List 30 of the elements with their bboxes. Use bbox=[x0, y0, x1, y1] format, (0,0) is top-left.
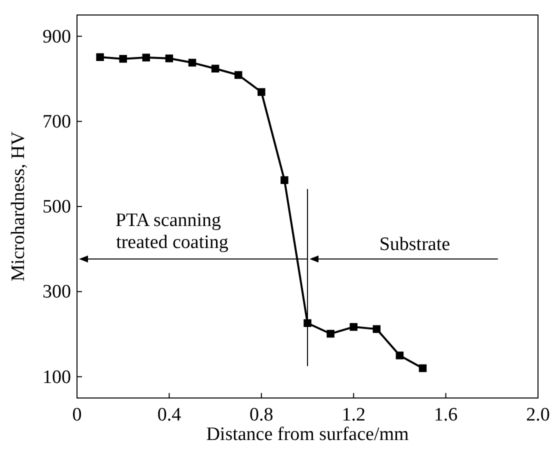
point bbox=[372, 325, 381, 333]
x-tick-label: 0 bbox=[72, 404, 82, 426]
point bbox=[280, 176, 288, 184]
x-tick-label: 2.0 bbox=[526, 404, 550, 426]
y-tick-label: 100 bbox=[42, 366, 71, 388]
point bbox=[396, 352, 404, 360]
point bbox=[96, 53, 104, 62]
y-axis-title: Microhardness, HV bbox=[8, 131, 29, 282]
y-tick-label: 500 bbox=[42, 196, 71, 218]
x-tick-label: 0.4 bbox=[157, 404, 182, 426]
point bbox=[211, 64, 220, 72]
x-axis-title: Distance from surface/mm bbox=[206, 424, 410, 445]
point bbox=[326, 330, 334, 338]
point bbox=[258, 88, 266, 96]
annotation: Substrate bbox=[379, 234, 450, 255]
y-tick-label: 900 bbox=[42, 26, 71, 48]
point bbox=[188, 58, 196, 67]
x-tick-label: 1.2 bbox=[342, 404, 366, 426]
point bbox=[142, 54, 150, 62]
y-tick-label: 300 bbox=[42, 282, 71, 303]
point bbox=[350, 323, 358, 331]
annotation: PTA scanning treated coating bbox=[115, 210, 229, 253]
point bbox=[165, 54, 174, 62]
x-tick-label: 1.6 bbox=[434, 404, 458, 426]
point bbox=[234, 71, 242, 79]
x-tick-label: 0.8 bbox=[250, 404, 274, 426]
point bbox=[418, 364, 427, 372]
y-tick-label: 700 bbox=[42, 111, 71, 132]
point bbox=[119, 54, 127, 63]
point bbox=[304, 319, 312, 327]
